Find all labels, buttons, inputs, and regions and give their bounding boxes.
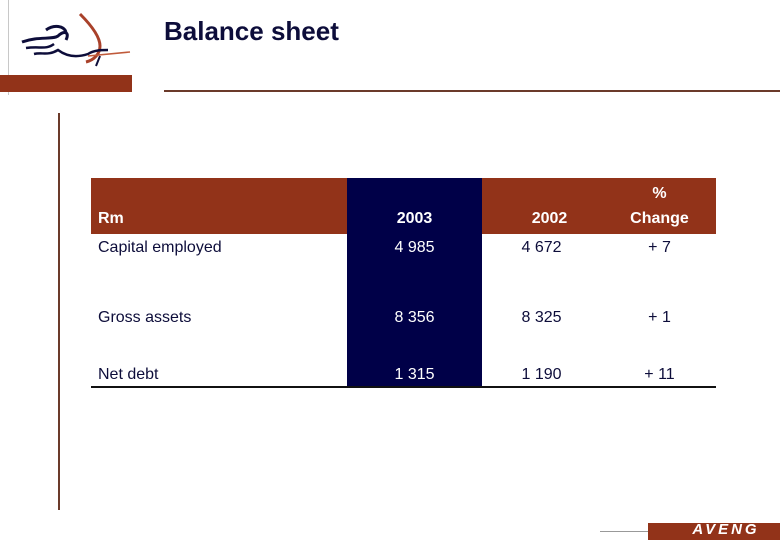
cell-change: + 1 <box>648 309 671 326</box>
header-divider <box>164 90 780 92</box>
footer-brand-logo: AVENG <box>692 521 760 538</box>
cell-2003: 4 985 <box>394 239 435 256</box>
cell-2003: 1 315 <box>394 366 435 383</box>
margin-guide-line <box>8 0 9 95</box>
row-label: Gross assets <box>98 309 192 326</box>
cell-change: + 11 <box>644 366 675 383</box>
col-header-2002: 2002 <box>531 210 568 227</box>
col-header-2003: 2003 <box>396 210 433 227</box>
footer-brand-bar <box>648 523 780 540</box>
footer-line <box>600 531 650 532</box>
cell-change: + 7 <box>648 239 671 256</box>
brand-bar <box>0 75 132 92</box>
highlight-column-2003 <box>347 178 482 388</box>
row-label: Capital employed <box>98 239 222 256</box>
table-bottom-rule <box>91 386 716 388</box>
left-divider <box>58 113 60 510</box>
archer-bird-logo-icon <box>18 10 136 72</box>
page-title: Balance sheet <box>164 16 339 46</box>
col-header-pct-symbol: % <box>652 185 667 202</box>
cell-2003: 8 356 <box>394 309 435 326</box>
cell-2002: 1 190 <box>521 366 562 383</box>
cell-2002: 4 672 <box>521 239 562 256</box>
col-header-change: Change <box>630 210 689 227</box>
col-header-label: Rm <box>98 210 124 227</box>
cell-2002: 8 325 <box>521 309 562 326</box>
row-label: Net debt <box>98 366 159 383</box>
